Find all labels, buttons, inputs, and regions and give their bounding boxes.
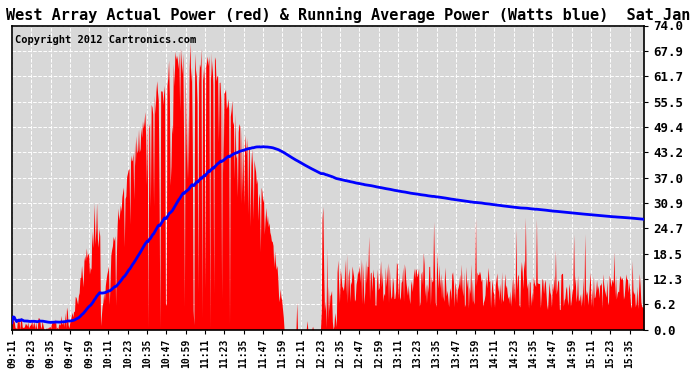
Text: West Array Actual Power (red) & Running Average Power (Watts blue)  Sat Jan 14 1: West Array Actual Power (red) & Running … (6, 7, 690, 23)
Text: Copyright 2012 Cartronics.com: Copyright 2012 Cartronics.com (15, 34, 197, 45)
